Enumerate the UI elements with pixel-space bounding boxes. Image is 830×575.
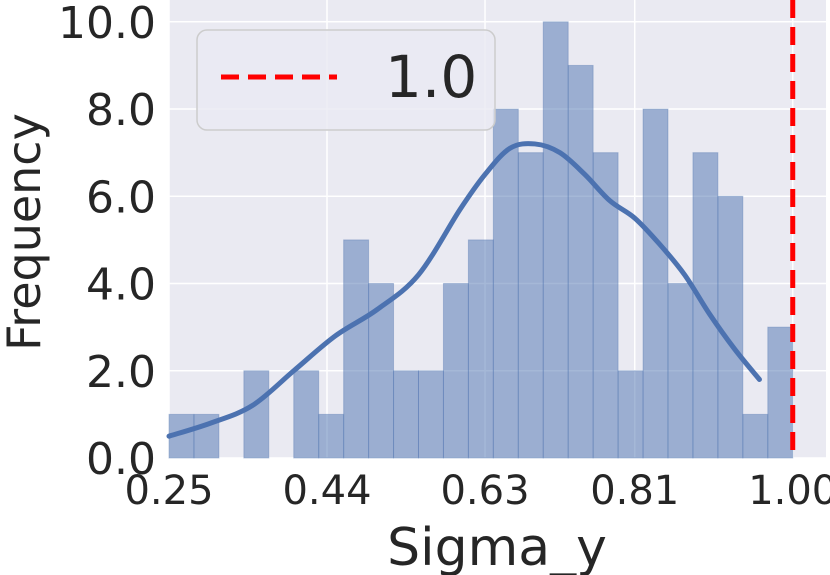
- y-tick-label: 6.0: [86, 172, 156, 223]
- y-axis-label: Frequency: [0, 113, 51, 351]
- histogram-bar: [393, 370, 419, 459]
- histogram-bar: [517, 152, 544, 459]
- histogram-bar: [667, 283, 694, 459]
- x-tick-label: 0.63: [440, 468, 529, 514]
- legend-label: 1.0: [385, 43, 477, 111]
- legend: 1.0: [196, 29, 496, 131]
- x-tick-label: 0.81: [590, 468, 679, 514]
- y-tick-label: 0.0: [86, 434, 156, 485]
- histogram-bar: [567, 64, 594, 459]
- x-tick-label: 0.44: [282, 468, 371, 514]
- kde-curve: [166, 141, 762, 439]
- x-tick-labels: 0.25 0.44 0.63 0.81 1.00: [124, 468, 830, 514]
- legend-box: [196, 29, 496, 131]
- y-tick-label: 8.0: [86, 85, 156, 136]
- y-tick-labels: 0.0 2.0 4.0 6.0 8.0 10.0: [58, 0, 156, 485]
- x-axis-label: Sigma_y: [387, 518, 607, 575]
- histogram-bar: [542, 21, 569, 459]
- histogram-bar: [318, 413, 345, 459]
- histogram-bar: [467, 239, 494, 459]
- y-tick-label: 2.0: [86, 347, 156, 398]
- histogram-bars: [168, 21, 794, 459]
- histogram-bar: [417, 370, 444, 459]
- histogram-bar: [243, 370, 270, 459]
- y-tick-label: 10.0: [58, 0, 156, 49]
- histogram-bar: [742, 413, 769, 459]
- histogram-bar: [293, 370, 320, 459]
- y-tick-label: 4.0: [86, 260, 156, 311]
- histogram-bar: [617, 370, 644, 459]
- histogram-bar: [717, 195, 744, 459]
- histogram-bar: [442, 283, 469, 459]
- x-tick-label: 0.25: [124, 468, 213, 514]
- histogram-bar: [492, 108, 519, 459]
- histogram-bar: [642, 108, 669, 459]
- x-tick-label: 1.00: [748, 468, 830, 514]
- histogram-bar: [767, 326, 794, 459]
- histogram-bar: [343, 239, 370, 459]
